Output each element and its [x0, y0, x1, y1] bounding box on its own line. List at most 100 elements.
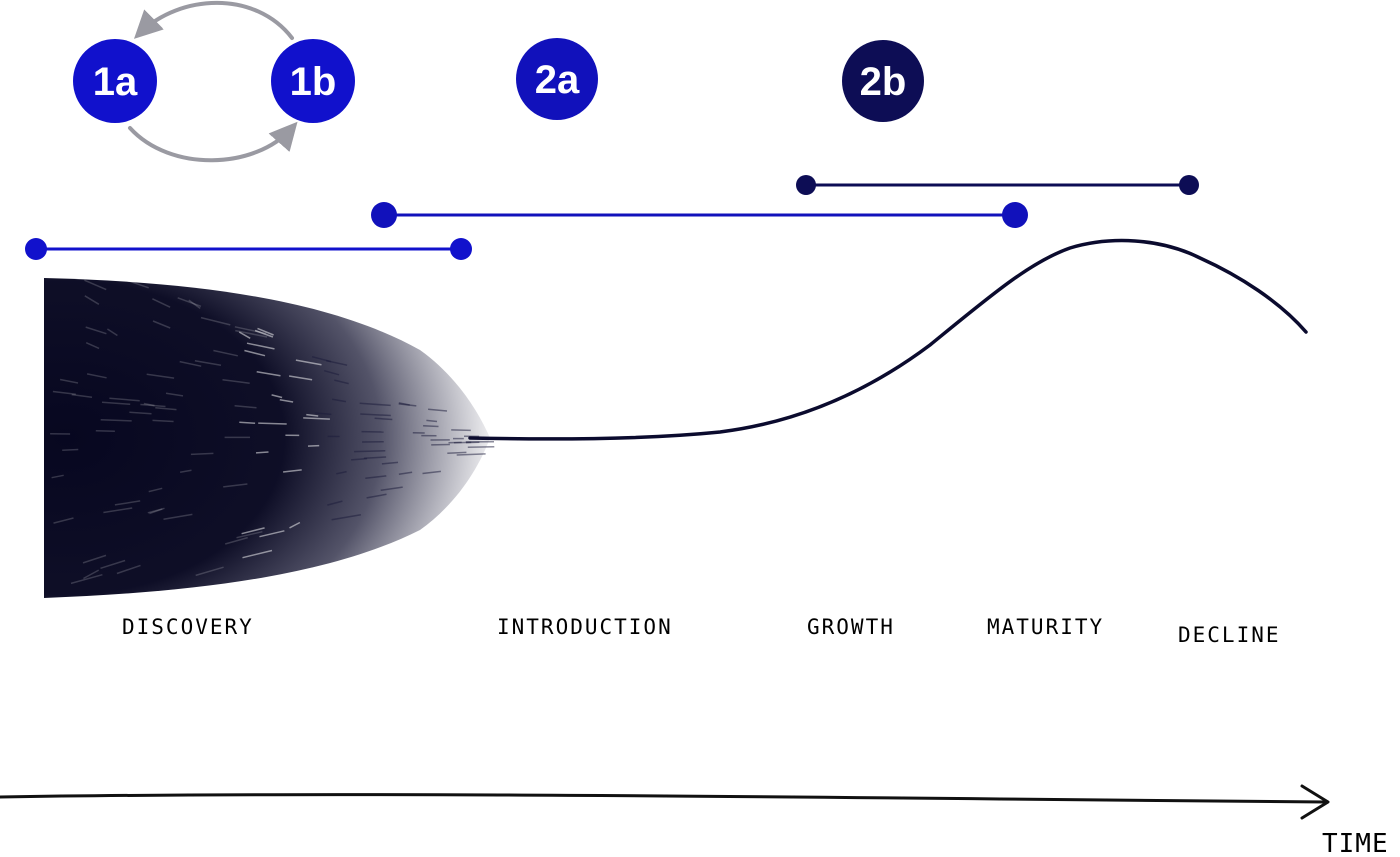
stage-label-introduction: INTRODUCTION [497, 615, 673, 639]
cone-streak [114, 500, 141, 506]
cone-streak [365, 475, 387, 480]
arrow-1a-to-1b [128, 121, 298, 163]
cone-streak [83, 569, 100, 580]
cone-streak [116, 564, 141, 575]
cone-streak [234, 326, 267, 335]
cone-streak [84, 295, 100, 305]
cone-streak [82, 554, 107, 564]
cone-streak [423, 425, 439, 428]
cone-streak [59, 378, 79, 384]
cone-streak [190, 452, 214, 456]
cone-streak [62, 448, 79, 451]
cone-streak [129, 411, 152, 415]
cone-streak [241, 527, 265, 535]
cone-streak [360, 413, 391, 417]
cone-streak [254, 329, 274, 338]
cone-streak [366, 493, 387, 499]
cone-streak [106, 328, 118, 337]
cone-streak [246, 342, 275, 350]
badge-1b-label: 1b [290, 60, 337, 104]
cone-streak [163, 513, 193, 521]
cone-streak [85, 326, 107, 335]
cone-streak [259, 530, 285, 538]
cone-streak [307, 444, 320, 447]
cone-streak [289, 521, 301, 529]
cone-streak [271, 394, 283, 399]
cone-streak [239, 421, 256, 424]
cone-streak [149, 508, 163, 515]
cone-streak [140, 403, 166, 408]
cone-streak [374, 417, 393, 421]
stage-label-decline: DECLINE [1178, 623, 1281, 647]
cone-streak [324, 369, 340, 376]
badge-2b: 2b [842, 40, 924, 122]
cone-streak [86, 373, 107, 379]
cone-streak [109, 397, 140, 402]
cone-streak [179, 360, 202, 367]
cycle-arrows [128, 0, 298, 163]
cone-streak [359, 402, 391, 407]
cone-streak [238, 331, 251, 339]
cone-streak [235, 329, 268, 338]
cone-streak [148, 487, 163, 493]
cone-streak [334, 379, 349, 385]
cone-streak [311, 355, 332, 363]
badge-2a: 2a [516, 38, 598, 120]
cone-streak [84, 279, 107, 291]
badge-1b: 1b [271, 39, 355, 123]
cone-streak [451, 429, 471, 432]
cone-streak [195, 566, 224, 577]
cone-streak [256, 371, 281, 377]
cone-streak [152, 320, 171, 329]
range-bar-1-start [25, 238, 47, 260]
range-bar-1-end [450, 238, 472, 260]
range-bar-2b-start [796, 175, 816, 195]
cone-streak [258, 422, 287, 425]
cone-streak [456, 453, 486, 456]
range-bar-2b-end [1179, 175, 1199, 195]
cone-streak [179, 469, 192, 474]
cone-streak [85, 342, 100, 350]
cone-streak [155, 407, 177, 411]
badge-2a-label: 2a [535, 58, 580, 102]
cone-streak [70, 573, 103, 585]
cone-streak [354, 450, 386, 453]
cone-streak [52, 390, 76, 395]
cone-streak [222, 378, 250, 384]
cone-streak [336, 470, 347, 475]
cone-streak [295, 359, 322, 366]
cone-streak [257, 327, 274, 336]
cone-streak [51, 474, 64, 479]
cone-streak [363, 456, 387, 459]
cone-streak [244, 349, 266, 357]
cone-streak [213, 349, 238, 357]
cone-streak [283, 469, 302, 473]
time-axis: TIME [0, 784, 1389, 857]
stage-label-growth: GROWTH [807, 615, 895, 639]
time-axis-label: TIME [1322, 829, 1389, 857]
range-bar-2a-start [371, 202, 397, 228]
badge-1a-label: 1a [93, 60, 138, 104]
cone-streak [188, 299, 201, 310]
cone-streak [103, 507, 133, 514]
cone-streak [422, 470, 441, 475]
range-bar-2a-end [1002, 202, 1028, 228]
cone-streak [194, 359, 222, 367]
cone-streak [119, 277, 149, 289]
cone-streak [143, 402, 155, 407]
cone-streak [165, 392, 184, 397]
cone-streak [177, 297, 202, 308]
cone-streak [53, 517, 74, 524]
cone-streak [398, 471, 413, 476]
arrow-1b-to-1a [133, 0, 294, 40]
cone-streak [71, 393, 93, 398]
range-bar-2b [796, 175, 1199, 195]
badge-2b-label: 2b [860, 60, 907, 104]
cone-streak [279, 398, 294, 403]
cone-streak [152, 298, 171, 308]
cone-streak [224, 536, 248, 545]
cone-streak [467, 446, 495, 449]
cone-streak [380, 486, 403, 492]
